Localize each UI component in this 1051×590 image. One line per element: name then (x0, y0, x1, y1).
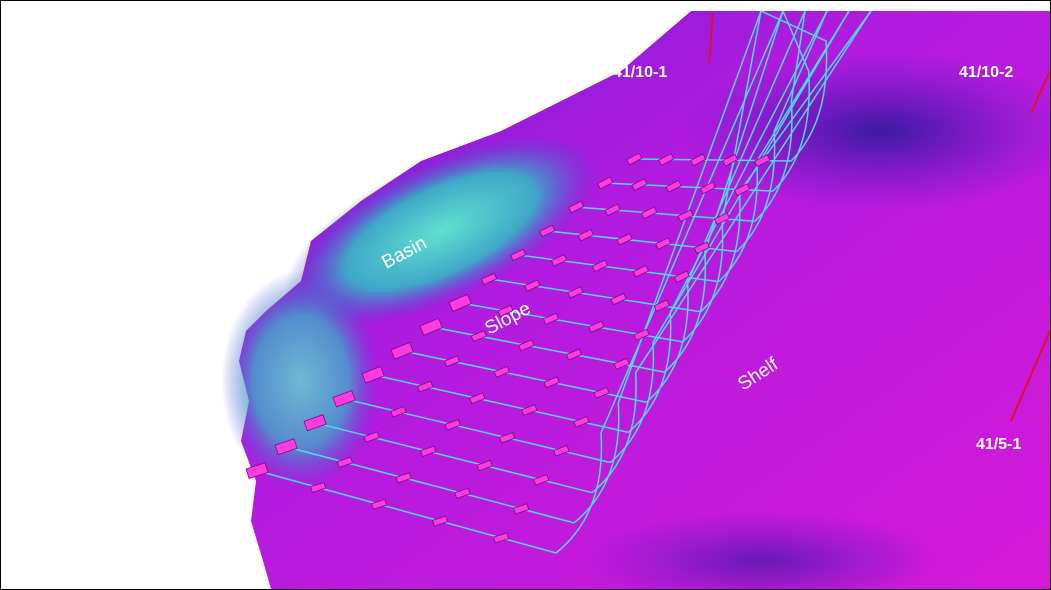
scene: 41/10-1 41/10-2 41/5-1 Basin Slope Shelf (1, 1, 1050, 589)
well-label: 41/5-1 (976, 436, 1021, 453)
seismic-3d-view: 41/10-1 41/10-2 41/5-1 Basin Slope Shelf (0, 0, 1051, 590)
well-label: 41/10-1 (613, 64, 667, 81)
basin-lower (221, 271, 381, 491)
well-label: 41/10-2 (959, 64, 1013, 81)
